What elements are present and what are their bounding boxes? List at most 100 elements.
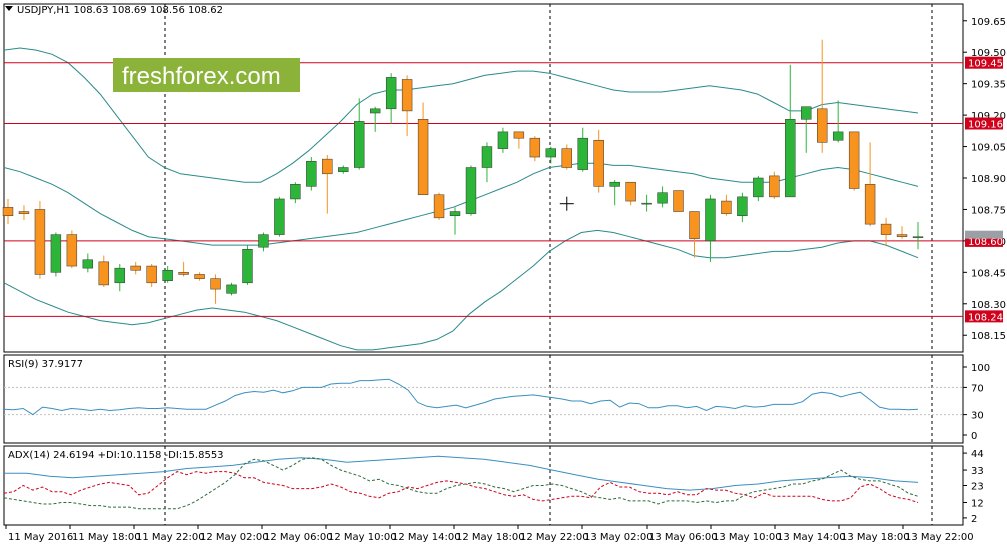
watermark-text: freshforex.com [122,63,281,90]
candle-body [258,234,269,248]
candle-body [465,167,477,214]
candle-body [801,106,812,120]
candle-body [848,131,860,189]
watermark-background [113,58,300,92]
time-tick-label: 13 May 22:00 [905,532,974,543]
price-tick-label: 109.05 [971,143,1006,154]
candle-body [369,108,381,114]
candle-body [545,148,557,158]
price-tag [965,230,1003,239]
candle-body [82,259,94,269]
time-tick-label: 13 May 02:00 [584,532,653,543]
time-tick-label: 13 May 14:00 [777,532,846,543]
price-tick-label: 108.90 [971,174,1006,185]
level-tag-label: 108.24 [968,312,1003,323]
level-tag [965,117,1003,130]
candle-body [880,223,892,235]
time-tick-label: 12 May 14:00 [392,532,461,543]
candle-body [194,274,205,279]
candle-body [593,140,604,187]
candle-body [354,121,365,168]
candle-body [785,119,796,198]
rsi-tick-label: 30 [971,411,984,422]
candle-body [322,158,333,175]
candle-body [433,194,445,219]
candle-body [290,184,301,200]
candle-body [769,175,780,198]
time-tick-label: 11 May 22:00 [136,532,205,543]
candle-body [178,272,189,275]
plus-di-line [3,471,919,503]
level-tag [965,310,1003,323]
candle-body [641,202,652,205]
candle-body [34,209,46,275]
level-tag-label: 108.60 [968,237,1003,248]
candle-body [338,167,349,172]
rsi-pane[interactable]: 100 70 30 0 RSI(9) 37.9177 [3,354,990,444]
candle-body [162,269,173,281]
price-tick-label: 109.20 [971,111,1006,122]
candle-body [896,234,908,237]
candle-body [609,181,620,187]
candle-body [242,249,253,284]
candle-body [912,236,924,238]
adx-tick-label: 2 [971,514,977,525]
candle-body [832,131,844,141]
time-tick-label: 13 May 18:00 [841,532,910,543]
level-tag-label: 109.16 [968,119,1003,130]
candle-body [274,198,285,235]
candle-body [753,177,764,198]
candle-body [98,261,109,286]
level-tag [965,56,1003,69]
candle-body [721,200,732,214]
candle-body [146,265,157,284]
candle-body [306,160,317,187]
minus-di-line [3,457,919,510]
time-tick-label: 13 May 06:00 [649,532,718,543]
candle-body [529,137,541,158]
candle-body [481,146,493,168]
candle-body [625,181,636,202]
rsi-title: RSI(9) 37.9177 [8,359,83,370]
candle-body [864,184,876,225]
adx-tick-label: 12 [971,498,984,509]
watermark[interactable]: freshforex.com [113,58,300,92]
candle-body [401,79,413,112]
candle-body [513,131,525,139]
price-tick-label: 108.30 [971,300,1006,311]
adx-line [4,455,919,491]
level-tag-label: 109.45 [968,59,1003,70]
time-tick-label: 12 May 02:00 [200,532,269,543]
candle-body [50,234,62,273]
adx-pane[interactable]: 44 33 23 12 2 ADX(14) 24.6194 +DI:10.1158 -DI… [3,445,984,526]
price-tick-label: 108.15 [971,331,1006,342]
candle-body [226,284,237,294]
time-tick-label: 11 May 2016 [8,532,73,543]
candle-body [817,108,828,143]
candle-body [561,148,572,168]
candle-body [114,267,125,284]
time-tick-label: 13 May 10:00 [713,532,782,543]
time-tick-label: 12 May 18:00 [456,532,525,543]
collapse-triangle-icon[interactable] [5,6,13,11]
time-tick-label: 12 May 06:00 [264,532,333,543]
time-tick-label: 12 May 22:00 [520,532,589,543]
candle-body [417,119,429,196]
candle-body [18,211,30,214]
candle-body [737,196,748,216]
price-tick-label: 108.45 [971,268,1006,279]
price-tick-label: 109.65 [971,17,1006,28]
price-tick-label: 108.75 [971,205,1006,216]
candle-body [705,198,716,242]
time-tick-label: 11 May 18:00 [72,532,141,543]
pane-frame [3,3,964,353]
candle-body [385,77,397,110]
main-price-pane[interactable]: 108.15 108.30 108.45 108.60 108.75 108.90 109.… [2,3,1006,353]
candle-body [130,265,141,271]
candle-body [449,211,461,216]
symbol-info-text: USDJPY,H1 108.63 108.69 108.56 108.62 [17,5,223,16]
price-tick-label: 109.50 [971,48,1006,59]
adx-tick-label: 23 [971,482,984,493]
